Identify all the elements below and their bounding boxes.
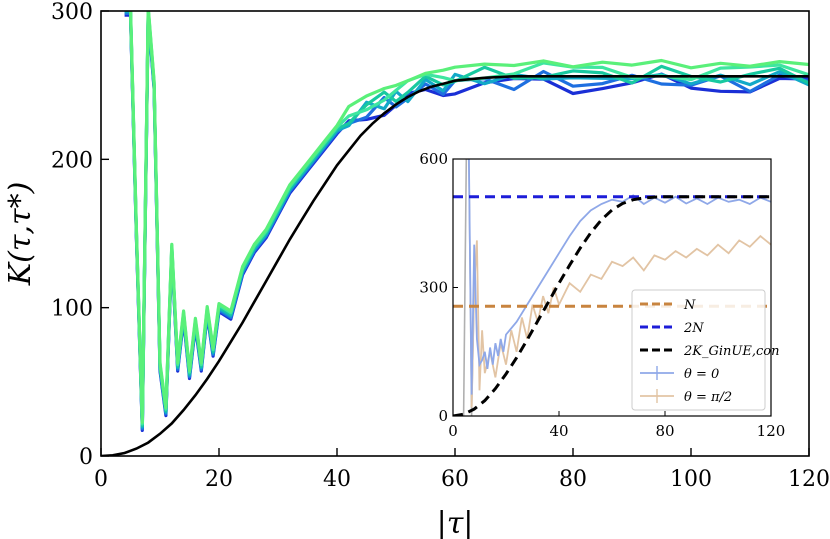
- y-tick-label: 200: [51, 148, 93, 173]
- x-tick-label: 120: [788, 467, 830, 492]
- inset-x-tick-label: 120: [757, 422, 786, 440]
- y-axis-label: K(τ,τ*): [3, 182, 38, 287]
- inset-x-tick-label: 80: [655, 422, 674, 440]
- inset-x-tick-label: 40: [549, 422, 568, 440]
- y-tick-label: 300: [51, 0, 93, 25]
- x-tick-label: 0: [94, 467, 108, 492]
- inset-plot: 0 40 80 120 0 300 600 N 2N 2K_GinUE,con θ = 0 θ = π…: [419, 150, 785, 440]
- inset-legend: [631, 289, 766, 411]
- inset-y-tick-label: 0: [438, 407, 448, 425]
- inset-series-line-4: [468, 159, 771, 395]
- x-tick-label: 80: [559, 467, 587, 492]
- simulation-series-line-6: [129, 11, 809, 424]
- inset-y-tick-label: 300: [419, 279, 448, 297]
- main-plot: 0 20 40 60 80 100 120 0 100 200 300 |τ| K(τ,τ*): [3, 0, 830, 539]
- legend-label-4: θ = 0: [684, 367, 719, 382]
- x-tick-label: 100: [670, 467, 712, 492]
- x-axis-label: |τ|: [437, 506, 474, 539]
- x-tick-label: 20: [205, 467, 233, 492]
- x-tick-label: 40: [323, 467, 351, 492]
- legend-label-1: N: [683, 298, 696, 313]
- y-tick-label: 100: [51, 297, 93, 322]
- legend-label-2: 2N: [683, 321, 704, 336]
- theory-curve-line: [101, 75, 809, 456]
- legend-label-3: 2K_GinUE,con: [683, 344, 779, 359]
- y-tick-label: 0: [79, 445, 93, 470]
- legend-label-5: θ = π/2: [684, 390, 732, 405]
- x-tick-label: 60: [441, 467, 469, 492]
- inset-y-tick-label: 600: [419, 150, 448, 168]
- inset-x-tick-label: 0: [448, 422, 458, 440]
- inset-series-line-3: [453, 195, 771, 416]
